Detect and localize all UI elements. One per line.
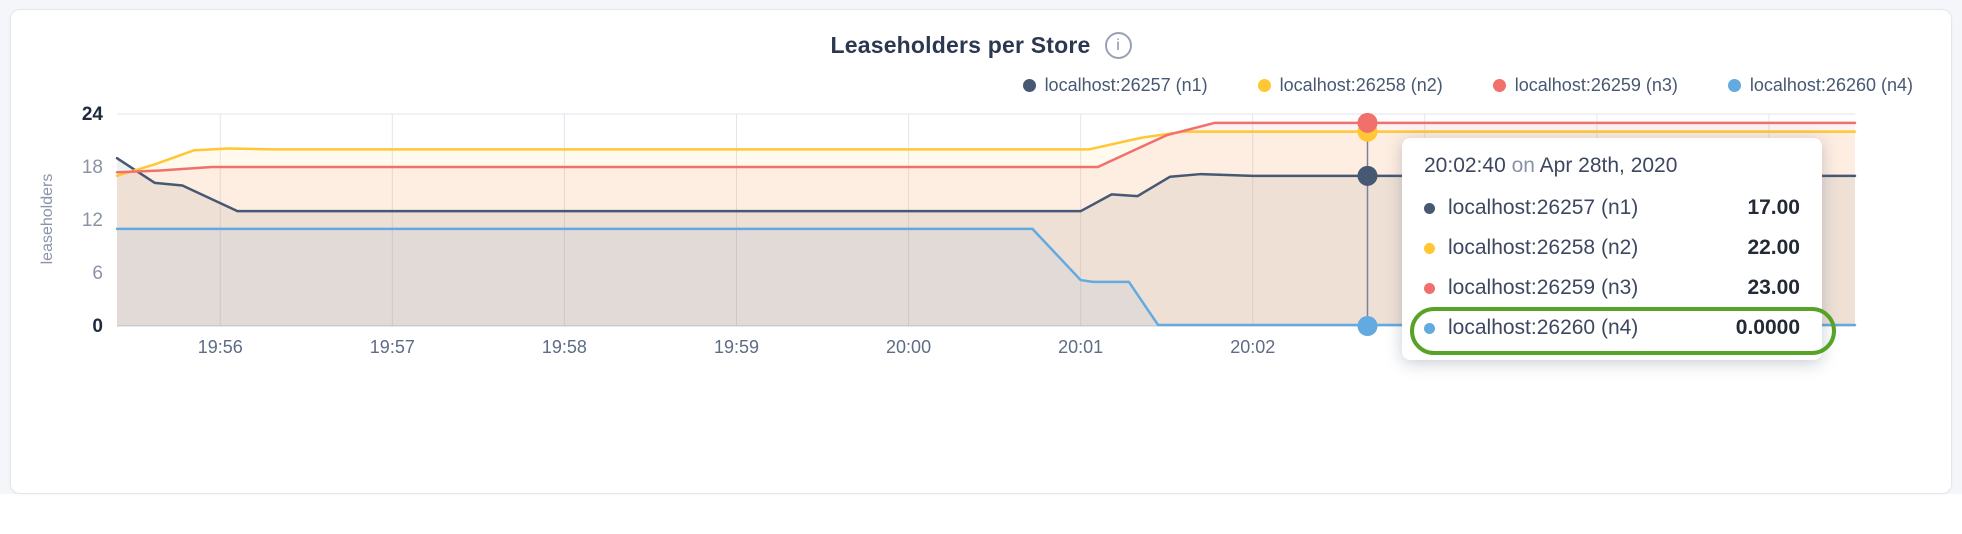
series-line-n4 (115, 227, 1857, 327)
chart-card: Leaseholders per Store i localhost:26257… (10, 9, 1952, 494)
y-axis-label: leaseholders (39, 173, 56, 265)
chart-title: Leaseholders per Store (830, 32, 1091, 58)
tooltip-time: 20:02:40 (1424, 154, 1506, 177)
y-tick-label: 0 (92, 316, 103, 337)
x-tick-label: 19:58 (542, 337, 587, 357)
legend-dot (1257, 79, 1271, 92)
y-tick-label: 6 (92, 263, 103, 284)
legend-item-n1[interactable]: localhost:26257 (n1) (1022, 75, 1208, 96)
y-tick-label: 12 (82, 210, 103, 231)
tooltip-series-dot (1424, 242, 1435, 254)
tooltip-row-n4: localhost:26260 (n4) 0.0000 (1424, 308, 1800, 348)
tooltip-series-value: 0.0000 (1735, 316, 1800, 339)
legend-dot (1727, 79, 1741, 92)
series-area-n4 (117, 228, 1855, 326)
legend-dot (1022, 79, 1036, 92)
legend-dot (1492, 79, 1506, 92)
legend-label: localhost:26258 (n2) (1279, 75, 1443, 95)
legend-item-n3[interactable]: localhost:26259 (n3) (1492, 75, 1678, 96)
tooltip-series-dot (1424, 282, 1435, 294)
x-tick-label: 19:57 (370, 337, 415, 357)
tooltip-rows: localhost:26257 (n1) 17.00 localhost:26258… (1424, 188, 1800, 348)
hover-dot-n1 (1357, 165, 1378, 186)
tooltip-series-dot (1424, 202, 1435, 214)
hover-dot-n4 (1357, 316, 1378, 336)
tooltip-series-value: 23.00 (1747, 276, 1800, 299)
info-icon[interactable]: i (1104, 32, 1132, 59)
tooltip-conjunction: on (1511, 154, 1535, 177)
tooltip-series-dot (1424, 322, 1435, 334)
tooltip-date: Apr 28th, 2020 (1539, 154, 1678, 177)
x-tick-label: 19:56 (198, 337, 243, 357)
legend-label: localhost:26259 (n3) (1514, 75, 1678, 95)
y-tick-label: 18 (82, 157, 103, 178)
series-line-n3 (115, 121, 1857, 174)
series-line-n1 (115, 156, 1857, 213)
x-tick-label: 19:59 (714, 337, 759, 357)
tooltip-series-name: localhost:26260 (n4) (1448, 316, 1639, 339)
chart-area: leaseholders 19:56 19:57 19:58 19:59 20:00 20… (35, 102, 1927, 364)
x-tick-label: 20:02 (1230, 337, 1275, 357)
tooltip-row-n1: localhost:26257 (n1) 17.00 (1424, 188, 1800, 228)
hover-dot-n3 (1357, 112, 1378, 133)
tooltip-row-n3: localhost:26259 (n3) 23.00 (1424, 268, 1800, 308)
y-tick-label: 24 (82, 104, 104, 125)
tooltip-series-value: 17.00 (1747, 196, 1800, 219)
x-tick-label: 20:01 (1058, 337, 1103, 357)
tooltip-series-name: localhost:26257 (n1) (1448, 196, 1639, 219)
legend-item-n2[interactable]: localhost:26258 (n2) (1257, 75, 1443, 96)
tooltip-series-name: localhost:26259 (n3) (1448, 276, 1639, 299)
legend-label: localhost:26260 (n4) (1749, 75, 1913, 95)
hover-tooltip: 20:02:40 on Apr 28th, 2020 localhost:262… (1402, 138, 1836, 360)
legend-label: localhost:26257 (n1) (1044, 75, 1208, 95)
bottom-strip (10, 494, 1952, 534)
chart-legend: localhost:26257 (n1) localhost:26258 (n2)… (35, 75, 1913, 96)
chart-header: Leaseholders per Store i (35, 32, 1927, 59)
legend-item-n4[interactable]: localhost:26260 (n4) (1727, 75, 1913, 96)
page: Leaseholders per Store i localhost:26257… (10, 9, 1952, 494)
tooltip-series-name: localhost:26258 (n2) (1448, 236, 1639, 259)
x-tick-label: 20:00 (886, 337, 931, 357)
tooltip-row-n2: localhost:26258 (n2) 22.00 (1424, 228, 1800, 268)
tooltip-series-value: 22.00 (1747, 236, 1800, 259)
tooltip-title: 20:02:40 on Apr 28th, 2020 (1424, 154, 1800, 178)
